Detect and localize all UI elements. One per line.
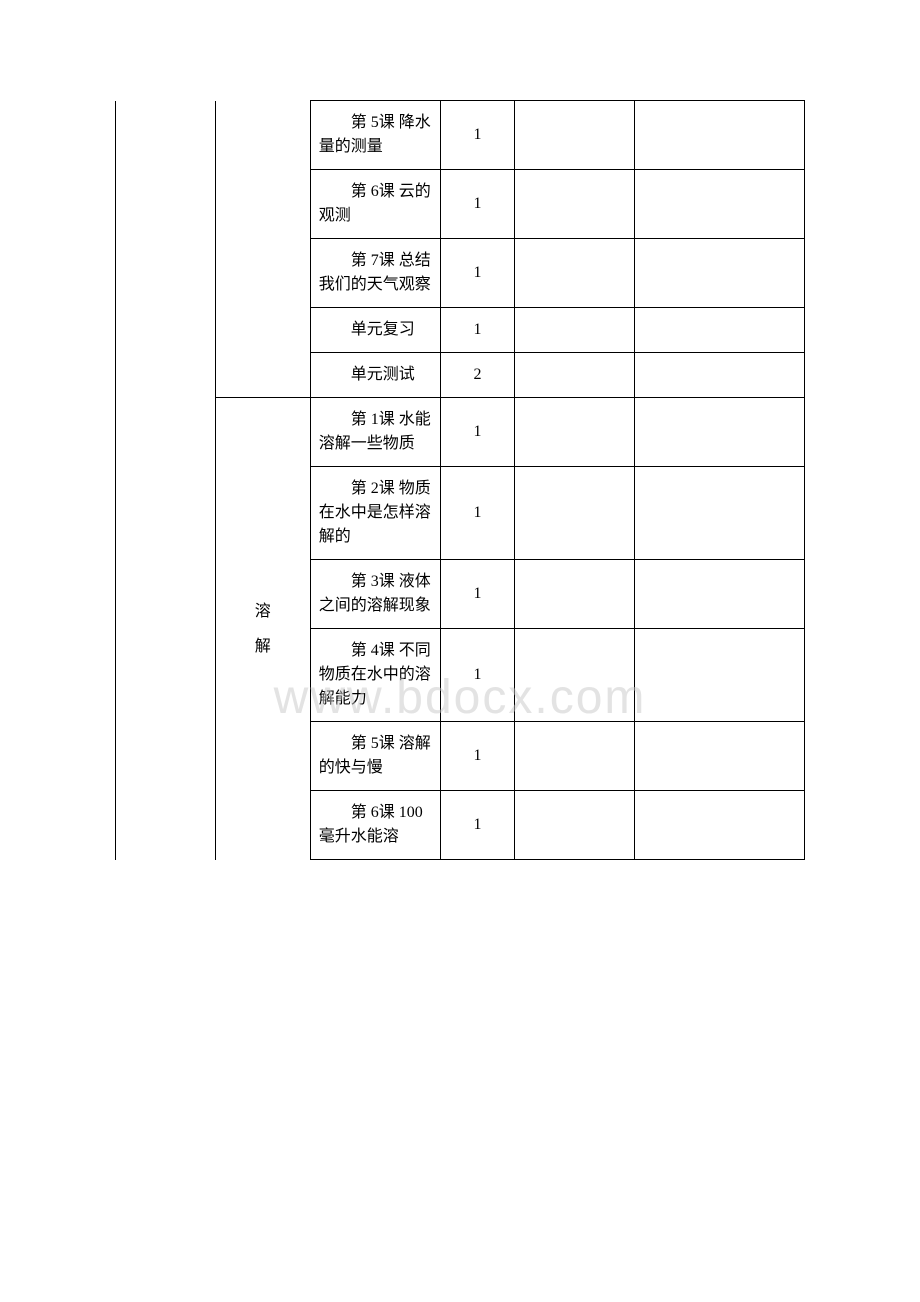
- col1-cell: [116, 560, 216, 629]
- col1-cell: [116, 239, 216, 308]
- col6-cell: [635, 791, 805, 860]
- col6-cell: [635, 239, 805, 308]
- table-row: 单元测试2: [116, 353, 805, 398]
- lesson-cell: 第 6课 云的观测: [310, 170, 440, 239]
- col6-cell: [635, 353, 805, 398]
- lesson-cell: 单元复习: [310, 308, 440, 353]
- col1-cell: [116, 353, 216, 398]
- col5-cell: [515, 353, 635, 398]
- hours-cell: 1: [440, 101, 515, 170]
- col6-cell: [635, 467, 805, 560]
- lesson-cell: 第 6课 100 毫升水能溶: [310, 791, 440, 860]
- lesson-cell: 单元测试: [310, 353, 440, 398]
- hours-cell: 1: [440, 722, 515, 791]
- lesson-cell: 第 7课 总结我们的天气观察: [310, 239, 440, 308]
- col6-cell: [635, 629, 805, 722]
- table-row: 单元复习1: [116, 308, 805, 353]
- table-row: 溶解第 1课 水能溶解一些物质1: [116, 398, 805, 467]
- col5-cell: [515, 101, 635, 170]
- col6-cell: [635, 722, 805, 791]
- lesson-cell: 第 4课 不同物质在水中的溶解能力: [310, 629, 440, 722]
- unit-cell: 溶解: [215, 398, 310, 860]
- col5-cell: [515, 467, 635, 560]
- col1-cell: [116, 101, 216, 170]
- col2-cell: [215, 170, 310, 239]
- col1-cell: [116, 722, 216, 791]
- col5-cell: [515, 239, 635, 308]
- col1-cell: [116, 170, 216, 239]
- hours-cell: 2: [440, 353, 515, 398]
- hours-cell: 1: [440, 170, 515, 239]
- table-row: 第 5课 降水量的测量1: [116, 101, 805, 170]
- col5-cell: [515, 398, 635, 467]
- lesson-cell: 第 3课 液体之间的溶解现象: [310, 560, 440, 629]
- lesson-cell: 第 5课 降水量的测量: [310, 101, 440, 170]
- col5-cell: [515, 308, 635, 353]
- hours-cell: 1: [440, 308, 515, 353]
- col6-cell: [635, 560, 805, 629]
- table-row: 第 7课 总结我们的天气观察1: [116, 239, 805, 308]
- col5-cell: [515, 629, 635, 722]
- col5-cell: [515, 170, 635, 239]
- col1-cell: [116, 308, 216, 353]
- col6-cell: [635, 101, 805, 170]
- col2-cell: [215, 308, 310, 353]
- hours-cell: 1: [440, 398, 515, 467]
- col6-cell: [635, 398, 805, 467]
- col2-cell: [215, 101, 310, 170]
- hours-cell: 1: [440, 629, 515, 722]
- curriculum-table: 第 5课 降水量的测量1第 6课 云的观测1第 7课 总结我们的天气观察1单元复…: [115, 100, 805, 860]
- table-body: 第 5课 降水量的测量1第 6课 云的观测1第 7课 总结我们的天气观察1单元复…: [116, 101, 805, 860]
- hours-cell: 1: [440, 791, 515, 860]
- col2-cell: [215, 353, 310, 398]
- unit-char-2: 解: [224, 629, 302, 664]
- lesson-cell: 第 2课 物质在水中是怎样溶解的: [310, 467, 440, 560]
- lesson-cell: 第 5课 溶解的快与慢: [310, 722, 440, 791]
- col1-cell: [116, 467, 216, 560]
- hours-cell: 1: [440, 239, 515, 308]
- hours-cell: 1: [440, 560, 515, 629]
- table-row: 第 6课 云的观测1: [116, 170, 805, 239]
- hours-cell: 1: [440, 467, 515, 560]
- unit-char-1: 溶: [224, 594, 302, 629]
- col5-cell: [515, 722, 635, 791]
- col1-cell: [116, 791, 216, 860]
- lesson-cell: 第 1课 水能溶解一些物质: [310, 398, 440, 467]
- col5-cell: [515, 791, 635, 860]
- col1-cell: [116, 629, 216, 722]
- col2-cell: [215, 239, 310, 308]
- col6-cell: [635, 308, 805, 353]
- document-page: 第 5课 降水量的测量1第 6课 云的观测1第 7课 总结我们的天气观察1单元复…: [115, 100, 805, 860]
- col5-cell: [515, 560, 635, 629]
- col6-cell: [635, 170, 805, 239]
- col1-cell: [116, 398, 216, 467]
